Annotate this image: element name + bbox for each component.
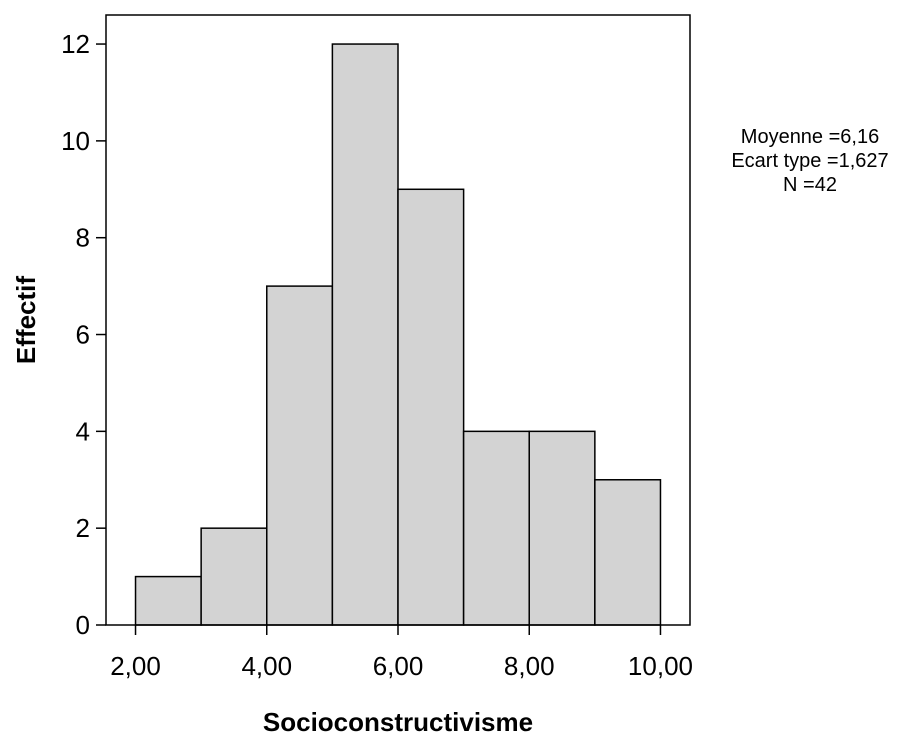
x-tick-label-3: 8,00 <box>504 651 555 681</box>
histogram-bar-6 <box>528 430 596 626</box>
x-axis: 2,00 4,00 6,00 8,00 10,00 <box>110 625 693 681</box>
x-tick-label-4: 10,00 <box>628 651 693 681</box>
histogram-bar-1 <box>200 527 268 626</box>
histogram-bar-0 <box>134 575 202 626</box>
y-tick-label-2: 4 <box>76 416 90 446</box>
histogram-bar-2 <box>266 285 334 626</box>
histogram-bar-5 <box>462 430 530 626</box>
y-tick-label-5: 10 <box>61 126 90 156</box>
statistics-box: Moyenne =6,16 Ecart type =1,627 N =42 <box>700 125 916 197</box>
histogram-bar-3 <box>331 43 399 626</box>
stat-mean: Moyenne =6,16 <box>740 126 880 148</box>
bars-layer <box>134 43 662 626</box>
histogram-bar-7 <box>594 479 662 626</box>
stat-n: N =42 <box>783 174 837 196</box>
x-tick-label-0: 2,00 <box>110 651 161 681</box>
y-tick-label-6: 12 <box>61 29 90 59</box>
y-tick-label-1: 2 <box>76 513 90 543</box>
y-axis: 0 2 4 6 8 10 12 <box>61 29 106 640</box>
y-tick-label-4: 8 <box>76 223 90 253</box>
y-tick-label-3: 6 <box>76 320 90 350</box>
y-axis-label: Effectif <box>11 276 41 364</box>
histogram-bar-4 <box>397 188 465 626</box>
y-tick-label-0: 0 <box>76 610 90 640</box>
x-axis-label: Socioconstructivisme <box>263 707 533 735</box>
x-tick-label-2: 6,00 <box>373 651 424 681</box>
stat-std-dev: Ecart type =1,627 <box>731 150 889 172</box>
x-tick-label-1: 4,00 <box>241 651 292 681</box>
